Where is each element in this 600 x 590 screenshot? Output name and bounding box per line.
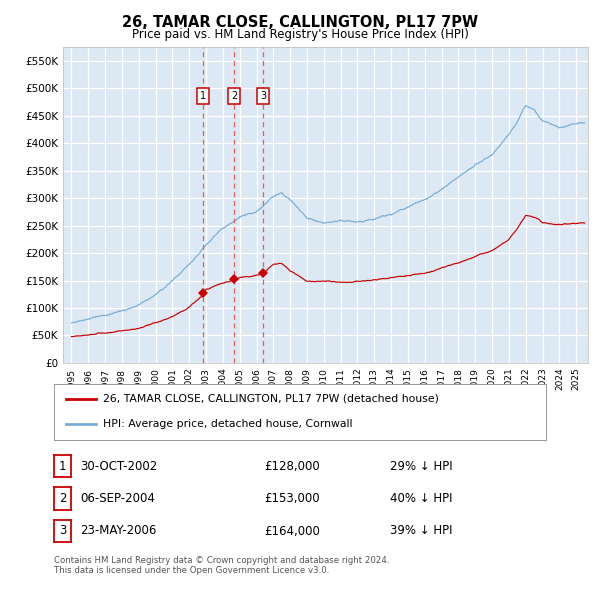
Text: 3: 3 [59, 525, 66, 537]
Text: £128,000: £128,000 [264, 460, 320, 473]
Text: Price paid vs. HM Land Registry's House Price Index (HPI): Price paid vs. HM Land Registry's House … [131, 28, 469, 41]
Text: 1: 1 [59, 460, 66, 473]
Text: Contains HM Land Registry data © Crown copyright and database right 2024.
This d: Contains HM Land Registry data © Crown c… [54, 556, 389, 575]
Text: £164,000: £164,000 [264, 525, 320, 537]
Text: 2: 2 [59, 492, 66, 505]
Text: 40% ↓ HPI: 40% ↓ HPI [390, 492, 452, 505]
Text: 23-MAY-2006: 23-MAY-2006 [80, 525, 156, 537]
Text: 26, TAMAR CLOSE, CALLINGTON, PL17 7PW: 26, TAMAR CLOSE, CALLINGTON, PL17 7PW [122, 15, 478, 30]
Text: 26, TAMAR CLOSE, CALLINGTON, PL17 7PW (detached house): 26, TAMAR CLOSE, CALLINGTON, PL17 7PW (d… [103, 394, 439, 404]
Text: 30-OCT-2002: 30-OCT-2002 [80, 460, 157, 473]
Text: HPI: Average price, detached house, Cornwall: HPI: Average price, detached house, Corn… [103, 419, 353, 430]
Text: 1: 1 [200, 91, 206, 101]
Text: 29% ↓ HPI: 29% ↓ HPI [390, 460, 452, 473]
Text: 06-SEP-2004: 06-SEP-2004 [80, 492, 155, 505]
Text: 39% ↓ HPI: 39% ↓ HPI [390, 525, 452, 537]
Text: 2: 2 [231, 91, 238, 101]
Text: 3: 3 [260, 91, 266, 101]
Text: £153,000: £153,000 [264, 492, 320, 505]
